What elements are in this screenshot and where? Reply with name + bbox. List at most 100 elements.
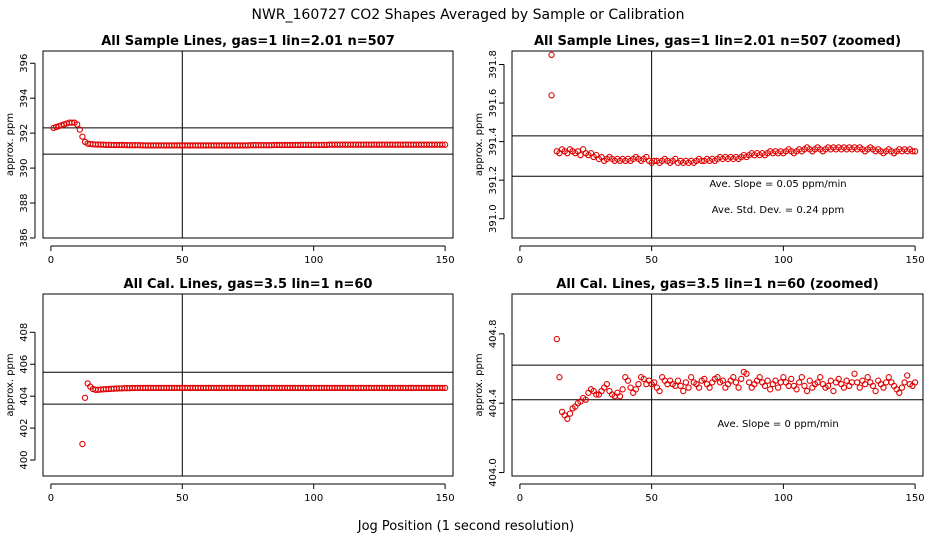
data-point	[577, 151, 584, 159]
data-point	[616, 393, 624, 400]
data-point	[656, 387, 663, 395]
x-tick-label: 0	[517, 255, 523, 266]
data-point	[901, 379, 908, 386]
y-axis-label: approx. ppm	[474, 353, 485, 416]
x-tick-label: 100	[774, 255, 793, 266]
y-tick-label: 388	[19, 193, 30, 212]
data-point	[777, 379, 784, 386]
data-point	[632, 386, 639, 393]
data-point	[76, 126, 83, 133]
panel-p4: All Cal. Lines, gas=3.5 lin=1 n=60 (zoom…	[474, 277, 925, 504]
data-point	[745, 379, 753, 386]
data-point	[817, 374, 824, 381]
data-point	[719, 377, 726, 384]
data-point	[81, 394, 89, 401]
data-point	[677, 382, 684, 390]
annotation-text: Ave. Slope = 0 ppm/min	[717, 419, 838, 430]
y-tick-label: 390	[19, 159, 30, 178]
y-tick-label: 404	[19, 387, 30, 406]
data-point	[701, 375, 708, 383]
data-point	[764, 377, 771, 384]
y-tick-label: 408	[19, 323, 30, 342]
x-tick-label: 0	[517, 493, 523, 504]
data-point	[882, 379, 890, 386]
panel-p2: All Sample Lines, gas=1 lin=2.01 n=507 (…	[474, 34, 925, 266]
plot-frame	[42, 50, 454, 239]
y-tick-label: 386	[19, 228, 30, 247]
annotation-text: Ave. Std. Dev. = 0.24 ppm	[712, 205, 844, 216]
data-point	[730, 374, 737, 381]
data-point	[564, 415, 571, 422]
panels: All Sample Lines, gas=1 lin=2.01 n=507 ap…	[5, 34, 925, 504]
data-point	[835, 375, 842, 383]
y-tick-label: 391.2	[488, 166, 499, 195]
data-point	[774, 384, 782, 391]
y-tick-label: 391.8	[488, 50, 499, 79]
y-tick-label: 394	[19, 89, 30, 108]
x-tick-label: 50	[176, 493, 189, 504]
y-axis-label: approx. ppm	[5, 353, 16, 416]
data-point	[806, 377, 813, 384]
data-point	[780, 374, 787, 381]
data-point	[566, 410, 574, 417]
data-point	[548, 51, 555, 59]
data-point	[843, 377, 850, 384]
data-point	[556, 374, 563, 381]
panel-title: All Cal. Lines, gas=3.5 lin=1 n=60	[124, 277, 373, 292]
panel-title: All Sample Lines, gas=1 lin=2.01 n=507	[101, 34, 395, 49]
x-tick-label: 50	[645, 493, 658, 504]
x-tick-label: 100	[304, 493, 323, 504]
data-point	[74, 121, 81, 128]
data-point	[593, 391, 600, 398]
x-tick-label: 100	[774, 493, 793, 504]
data-point	[698, 157, 705, 165]
data-point	[788, 375, 795, 383]
panel-p1: All Sample Lines, gas=1 lin=2.01 n=507 ap…	[5, 34, 455, 266]
y-tick-label: 400	[19, 450, 30, 469]
data-point	[743, 370, 750, 377]
data-point	[685, 384, 692, 391]
y-tick-label: 391.6	[488, 89, 499, 118]
y-tick-label: 391.0	[488, 204, 499, 233]
x-tick-label: 150	[906, 255, 925, 266]
y-tick-label: 404.8	[488, 320, 499, 349]
data-point	[624, 377, 632, 384]
data-point	[735, 384, 742, 391]
y-tick-label: 392	[19, 124, 30, 143]
data-point	[793, 386, 800, 393]
y-axis-label: approx. ppm	[5, 113, 16, 176]
data-point	[688, 374, 695, 381]
x-tick-label: 150	[436, 493, 455, 504]
y-tick-label: 404.0	[488, 458, 499, 487]
data-point	[732, 379, 740, 386]
data-point	[896, 389, 903, 396]
data-point	[603, 380, 610, 388]
x-tick-label: 0	[48, 493, 54, 504]
data-point	[869, 382, 877, 390]
y-tick-label: 391.4	[488, 127, 499, 156]
panel-title: All Sample Lines, gas=1 lin=2.01 n=507 (…	[534, 34, 901, 49]
data-point	[674, 377, 682, 384]
data-point	[441, 384, 449, 392]
data-point	[880, 384, 887, 391]
data-point	[651, 157, 658, 165]
data-point	[830, 387, 837, 395]
data-point	[68, 119, 76, 126]
y-tick-label: 402	[19, 419, 30, 438]
data-point	[439, 384, 446, 392]
data-point	[772, 377, 779, 384]
figure-title: NWR_160727 CO2 Shapes Averaged by Sample…	[251, 7, 684, 23]
data-point	[798, 374, 805, 381]
data-point	[909, 148, 916, 155]
x-tick-label: 50	[176, 255, 189, 266]
x-tick-label: 50	[645, 255, 658, 266]
data-point	[825, 382, 832, 390]
data-point	[582, 396, 589, 403]
x-tick-label: 0	[48, 255, 54, 266]
data-point	[627, 384, 634, 391]
data-point	[619, 386, 626, 393]
data-point	[911, 148, 919, 155]
plot-frame	[42, 293, 454, 477]
data-point	[79, 440, 86, 448]
